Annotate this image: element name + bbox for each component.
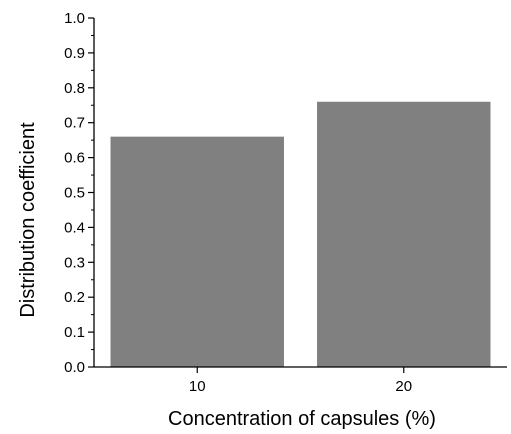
x-tick-label: 20	[395, 378, 412, 395]
y-tick-label: 0.4	[64, 219, 85, 236]
y-tick-label: 1.0	[64, 10, 85, 27]
bar-10	[110, 136, 284, 367]
y-axis-title: Distribution coefficient	[17, 122, 39, 318]
y-tick-label: 0.2	[64, 289, 85, 306]
x-axis-title: Concentration of capsules (%)	[168, 408, 436, 430]
bar-20	[317, 101, 491, 367]
y-tick-label: 0.9	[64, 45, 85, 62]
x-axis: 10 20	[94, 366, 507, 395]
y-tick-label: 0.1	[64, 324, 85, 341]
y-tick-label: 0.7	[64, 115, 85, 132]
y-axis: 0.0 0.1 0.2 0.3 0.4 0.5 0.6 0.7 0.8 0.9 1.0	[64, 10, 95, 376]
y-tick-label: 0.3	[64, 254, 85, 271]
y-tick-label: 0.0	[64, 359, 85, 376]
bars-layer	[110, 101, 491, 367]
x-tick-label: 10	[189, 378, 206, 395]
y-tick-label: 0.8	[64, 80, 85, 97]
y-tick-label: 0.5	[64, 185, 85, 202]
y-tick-label: 0.6	[64, 150, 85, 167]
